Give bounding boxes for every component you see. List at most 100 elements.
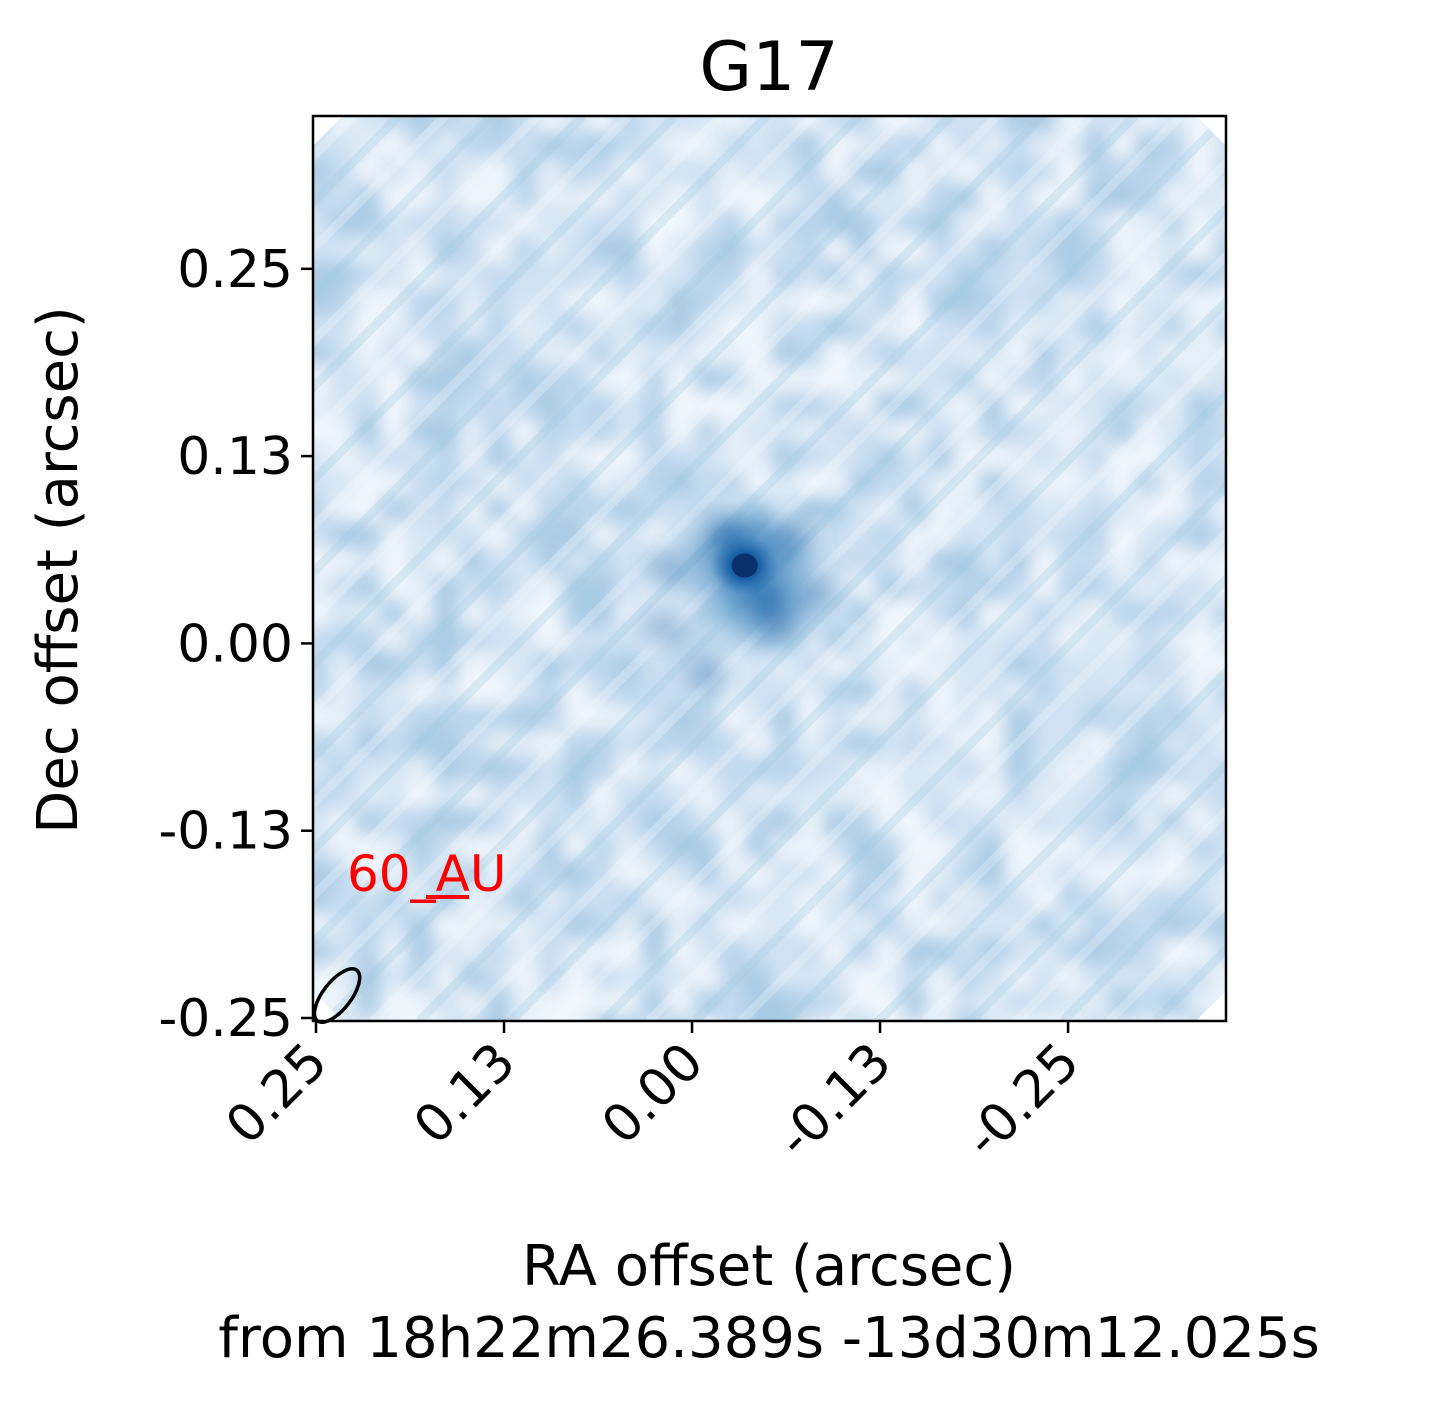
noise-pixel — [979, 314, 1009, 344]
noise-pixel — [771, 964, 801, 994]
noise-pixel — [329, 444, 359, 474]
noise-pixel — [719, 392, 749, 422]
noise-pixel — [1135, 340, 1165, 370]
noise-pixel — [459, 730, 489, 760]
noise-pixel — [901, 730, 931, 760]
noise-pixel — [355, 730, 385, 760]
noise-pixel — [823, 366, 853, 396]
noise-pixel — [433, 600, 463, 630]
noise-pixel — [407, 314, 437, 344]
noise-pixel — [719, 886, 749, 916]
noise-pixel — [589, 392, 619, 422]
noise-pixel — [1135, 314, 1165, 344]
noise-pixel — [849, 132, 879, 162]
noise-pixel — [901, 886, 931, 916]
noise-pixel — [433, 574, 463, 604]
noise-pixel — [1187, 418, 1217, 448]
noise-pixel — [589, 808, 619, 838]
noise-pixel — [641, 132, 671, 162]
noise-stripe — [783, 116, 1226, 1021]
noise-pixel — [1109, 574, 1139, 604]
noise-pixel — [355, 236, 385, 266]
noise-pixel — [667, 158, 697, 188]
noise-pixel — [771, 730, 801, 760]
noise-pixel — [355, 808, 385, 838]
noise-pixel — [745, 964, 775, 994]
noise-pixel — [953, 132, 983, 162]
noise-pixel — [875, 366, 905, 396]
noise-pixel — [1135, 262, 1165, 292]
noise-pixel — [407, 756, 437, 786]
noise-pixel — [771, 236, 801, 266]
noise-pixel — [979, 262, 1009, 292]
noise-pixel — [979, 964, 1009, 994]
noise-pixel — [537, 340, 567, 370]
noise-pixel — [329, 288, 359, 318]
noise-pixel — [1213, 756, 1226, 786]
noise-pixel — [355, 938, 385, 968]
noise-pixel — [953, 392, 983, 422]
noise-pixel — [693, 158, 723, 188]
noise-pixel — [563, 756, 593, 786]
noise-pixel — [979, 444, 1009, 474]
image-plot-area — [313, 116, 1454, 1021]
noise-pixel — [485, 782, 515, 812]
noise-pixel — [1057, 886, 1087, 916]
noise-pixel — [953, 1016, 983, 1021]
noise-pixel — [563, 470, 593, 500]
noise-pixel — [745, 184, 775, 214]
noise-pixel — [1187, 860, 1217, 890]
noise-pixel — [589, 964, 619, 994]
noise-pixel — [875, 236, 905, 266]
noise-pixel — [329, 470, 359, 500]
noise-stripe — [1339, 116, 1454, 1021]
noise-pixel — [1083, 392, 1113, 422]
noise-pixel — [901, 314, 931, 344]
noise-pixel — [719, 912, 749, 942]
noise-pixel — [875, 782, 905, 812]
noise-pixel — [641, 470, 671, 500]
noise-pixel — [719, 1016, 749, 1021]
noise-pixel — [849, 964, 879, 994]
noise-pixel — [901, 496, 931, 526]
noise-pixel — [1161, 964, 1191, 994]
noise-pixel — [953, 288, 983, 318]
noise-pixel — [459, 626, 489, 656]
noise-pixel — [459, 678, 489, 708]
noise-pixel — [1109, 116, 1139, 136]
noise-pixel — [823, 652, 853, 682]
noise-pixel — [1187, 574, 1217, 604]
noise-pixel — [511, 1016, 541, 1021]
noise-pixel — [797, 340, 827, 370]
noise-pixel — [953, 704, 983, 734]
noise-pixel — [1135, 116, 1165, 136]
noise-pixel — [381, 116, 411, 136]
noise-pixel — [615, 496, 645, 526]
noise-pixel — [823, 782, 853, 812]
noise-pixel — [953, 210, 983, 240]
noise-pixel — [953, 990, 983, 1020]
noise-pixel — [1031, 548, 1061, 578]
noise-pixel — [1031, 626, 1061, 656]
noise-pixel — [667, 964, 697, 994]
noise-pixel — [979, 366, 1009, 396]
noise-pixel — [459, 392, 489, 422]
noise-pixel — [589, 548, 619, 578]
noise-pixel — [1161, 912, 1191, 942]
noise-pixel — [459, 990, 489, 1020]
noise-pixel — [979, 522, 1009, 552]
noise-pixel — [329, 184, 359, 214]
noise-pixel — [667, 860, 697, 890]
noise-pixel — [927, 262, 957, 292]
noise-pixel — [615, 990, 645, 1020]
noise-pixel — [953, 652, 983, 682]
noise-pixel — [407, 860, 437, 890]
noise-pixel — [901, 366, 931, 396]
noise-pixel — [433, 184, 463, 214]
noise-pixel — [1187, 834, 1217, 864]
noise-pixel — [485, 288, 515, 318]
noise-pixel — [1187, 314, 1217, 344]
noise-pixel — [849, 626, 879, 656]
noise-pixel — [901, 522, 931, 552]
